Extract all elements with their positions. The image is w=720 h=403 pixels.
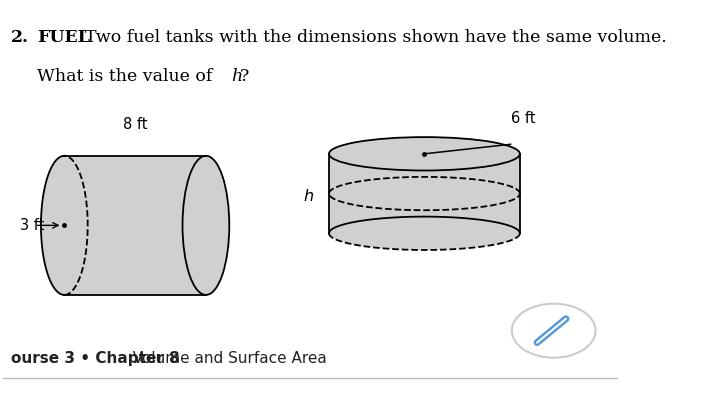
Circle shape: [512, 303, 595, 358]
Ellipse shape: [182, 156, 229, 295]
Text: $h$: $h$: [302, 187, 314, 204]
Text: Two fuel tanks with the dimensions shown have the same volume.: Two fuel tanks with the dimensions shown…: [73, 29, 666, 46]
Ellipse shape: [41, 156, 88, 295]
Text: FUEL: FUEL: [37, 29, 89, 46]
Text: What is the value of: What is the value of: [37, 69, 217, 85]
Text: 6 ft: 6 ft: [510, 111, 535, 126]
Polygon shape: [329, 154, 520, 233]
Text: 2.: 2.: [11, 29, 29, 46]
Text: h: h: [231, 69, 243, 85]
Ellipse shape: [329, 216, 520, 250]
Polygon shape: [64, 156, 206, 295]
Text: Volume and Surface Area: Volume and Surface Area: [123, 351, 327, 366]
Text: ?: ?: [240, 69, 250, 85]
Text: ourse 3 • Chapter 8: ourse 3 • Chapter 8: [11, 351, 179, 366]
Ellipse shape: [329, 137, 520, 170]
Text: 3 ft: 3 ft: [20, 218, 45, 233]
Text: 8 ft: 8 ft: [123, 117, 148, 132]
